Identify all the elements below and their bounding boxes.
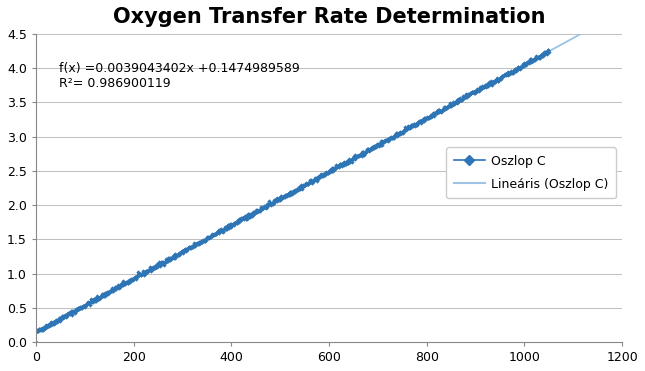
Title: Oxygen Transfer Rate Determination: Oxygen Transfer Rate Determination bbox=[113, 7, 545, 27]
Text: f(x) =0.0039043402x +0.1474989589
R²= 0.986900119: f(x) =0.0039043402x +0.1474989589 R²= 0.… bbox=[59, 62, 300, 90]
Legend: Oszlop C, Lineáris (Oszlop C): Oszlop C, Lineáris (Oszlop C) bbox=[446, 147, 616, 198]
